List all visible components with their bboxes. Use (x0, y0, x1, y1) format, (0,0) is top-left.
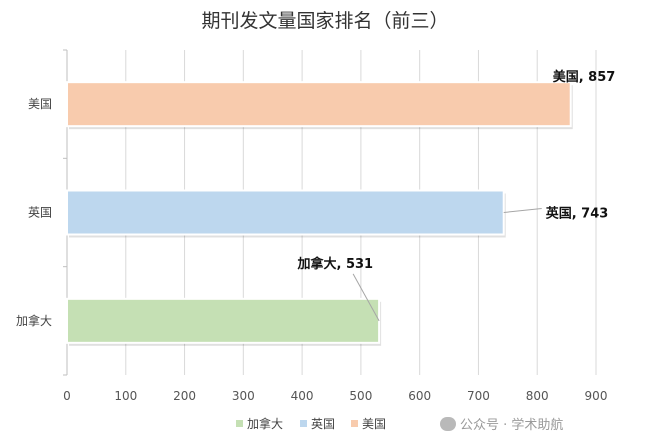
legend-swatch (236, 420, 243, 427)
bar-2 (66, 81, 572, 128)
y-category-label: 加拿大 (16, 313, 52, 328)
legend-label: 美国 (362, 417, 386, 431)
bar-0 (66, 297, 381, 344)
y-category-label: 美国 (28, 97, 52, 111)
bar-1 (66, 189, 505, 236)
watermark: 公众号 · 学术助航 (440, 414, 563, 433)
x-tick-label: 800 (526, 389, 549, 403)
x-tick-label: 300 (232, 389, 255, 403)
x-tick-label: 600 (408, 389, 431, 403)
axes: 0 100 200 300 400 500 600 700 800 900 加拿大 英国 美国 (16, 49, 608, 403)
data-label: 美国, 857 (553, 69, 616, 85)
legend-label: 加拿大 (247, 416, 283, 431)
x-tick-label: 400 (291, 389, 314, 403)
bars (66, 81, 573, 346)
data-label: 加拿大, 531 (297, 256, 374, 272)
leader-line (503, 208, 542, 213)
data-label: 英国, 743 (545, 206, 609, 222)
wechat-icon (440, 416, 456, 431)
x-tick-label: 100 (114, 389, 137, 403)
watermark-text: 公众号 · 学术助航 (460, 418, 564, 433)
leader-line (352, 273, 380, 322)
legend-label: 英国 (311, 417, 335, 431)
y-category-label: 英国 (28, 206, 52, 220)
legend-swatch (351, 420, 358, 427)
x-tick-label: 900 (585, 389, 608, 403)
data-labels: 加拿大, 531 英国, 743 美国, 857 (297, 69, 616, 322)
chart-title: 期刊发文量国家排名（前三） (201, 10, 449, 32)
legend-swatch (300, 420, 307, 427)
x-tick-label: 500 (349, 389, 372, 403)
x-tick-label: 700 (467, 389, 490, 403)
x-tick-label: 200 (173, 389, 196, 403)
legend: 加拿大 英国 美国 (236, 416, 386, 431)
x-tick-label: 0 (63, 389, 71, 403)
